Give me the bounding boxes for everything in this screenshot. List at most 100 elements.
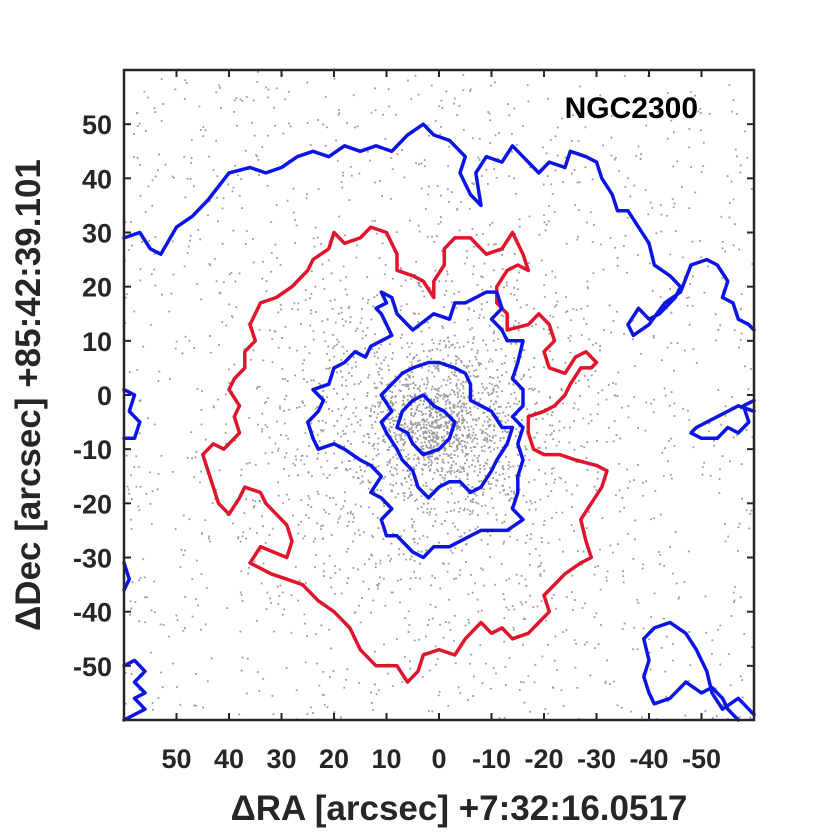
scatter-point [390, 557, 392, 560]
y-tick-label: -50 [73, 652, 112, 682]
scatter-point [441, 416, 444, 419]
scatter-point [460, 410, 463, 412]
scatter-point [475, 234, 478, 236]
scatter-point [739, 164, 742, 167]
scatter-point [215, 280, 218, 283]
scatter-point [265, 86, 267, 89]
scatter-point [651, 289, 654, 292]
scatter-point [442, 415, 445, 418]
scatter-point [439, 194, 442, 197]
scatter-point [614, 156, 617, 159]
scatter-point [426, 446, 429, 449]
scatter-point [241, 207, 244, 209]
scatter-point [444, 520, 446, 522]
scatter-point [340, 508, 343, 510]
blue-contour-outer [122, 122, 756, 338]
scatter-point [453, 321, 456, 324]
scatter-point [234, 99, 236, 102]
scatter-point [427, 502, 429, 505]
scatter-point [447, 562, 450, 565]
scatter-point [461, 549, 463, 552]
scatter-point [577, 209, 580, 211]
scatter-point [520, 575, 523, 577]
scatter-point [460, 440, 463, 442]
scatter-point [414, 413, 416, 416]
scatter-point [633, 184, 636, 187]
scatter-point [688, 128, 691, 130]
scatter-point [124, 672, 127, 674]
scatter-point [443, 306, 446, 309]
scatter-point [217, 220, 219, 223]
scatter-point [750, 509, 753, 512]
scatter-point [189, 177, 192, 180]
scatter-point [436, 442, 439, 445]
scatter-point [322, 562, 325, 565]
scatter-point [718, 478, 721, 480]
scatter-point [320, 624, 323, 627]
scatter-point [443, 340, 446, 342]
scatter-point [730, 180, 733, 183]
scatter-point [422, 535, 425, 537]
scatter-point [458, 437, 461, 440]
scatter-point [383, 505, 385, 508]
scatter-point [314, 554, 317, 556]
scatter-point [245, 462, 248, 465]
scatter-point [171, 240, 174, 243]
scatter-point [357, 529, 360, 532]
scatter-point [711, 717, 714, 719]
scatter-point [138, 579, 140, 582]
scatter-point [620, 706, 623, 709]
scatter-point [487, 420, 489, 423]
scatter-point [368, 558, 371, 561]
scatter-point [477, 474, 479, 477]
scatter-point [332, 334, 335, 336]
scatter-point [633, 365, 636, 368]
scatter-point [452, 403, 455, 406]
scatter-point [597, 392, 600, 394]
scatter-point [599, 588, 602, 591]
scatter-point [431, 455, 433, 458]
scatter-point [495, 176, 498, 179]
scatter-point [297, 532, 300, 535]
scatter-point [751, 436, 754, 438]
scatter-point [324, 96, 327, 98]
scatter-point [223, 281, 225, 284]
scatter-point [320, 528, 323, 530]
scatter-point [743, 633, 746, 635]
scatter-point [434, 577, 436, 579]
scatter-point [430, 464, 432, 466]
scatter-point [154, 236, 157, 238]
scatter-point [326, 396, 328, 399]
scatter-point [480, 175, 483, 177]
scatter-point [434, 367, 437, 370]
scatter-point [322, 524, 324, 527]
scatter-point [300, 499, 303, 502]
scatter-point [409, 660, 411, 663]
scatter-point [218, 469, 221, 472]
scatter-point [401, 484, 403, 486]
scatter-point [362, 330, 364, 333]
scatter-point [411, 494, 413, 496]
scatter-point [386, 461, 389, 464]
scatter-point [374, 87, 376, 90]
scatter-point [135, 455, 138, 458]
scatter-point [296, 448, 299, 451]
scatter-point [125, 454, 128, 457]
scatter-point [336, 371, 338, 374]
scatter-point [367, 588, 370, 590]
scatter-point [453, 411, 455, 413]
scatter-point [314, 407, 317, 410]
scatter-point [451, 551, 454, 554]
scatter-point [294, 219, 296, 221]
scatter-point [308, 497, 311, 500]
scatter-point [463, 397, 466, 400]
scatter-point [265, 290, 268, 293]
scatter-point [468, 529, 471, 532]
scatter-point [473, 437, 476, 439]
scatter-point [578, 181, 581, 184]
scatter-point [436, 431, 439, 434]
scatter-point [576, 687, 579, 689]
scatter-point [472, 374, 475, 377]
scatter-point [189, 239, 191, 242]
scatter-point [547, 97, 549, 100]
